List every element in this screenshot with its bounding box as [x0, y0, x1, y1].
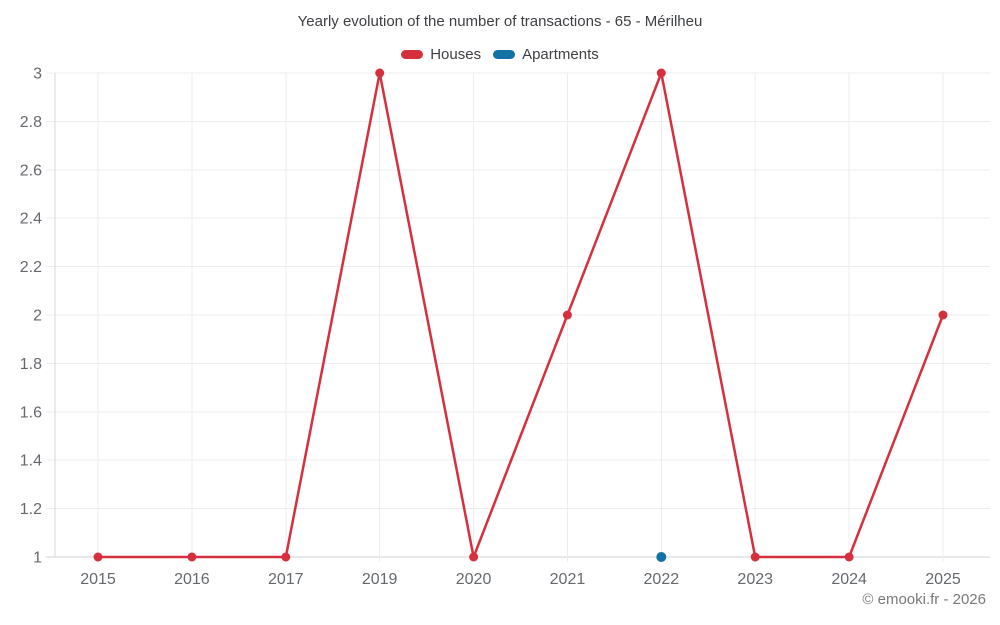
data-point-houses-2022[interactable]	[656, 68, 666, 78]
y-tick-label-3: 3	[33, 66, 42, 83]
data-point-houses-2024[interactable]	[844, 552, 854, 562]
y-tick-label-2: 2	[33, 308, 42, 325]
y-tick-label-1: 1	[33, 550, 42, 567]
x-tick-label-2023: 2023	[737, 571, 773, 588]
y-tick-label-1.6: 1.6	[20, 404, 42, 421]
x-tick-label-2020: 2020	[456, 571, 492, 588]
apartments-swatch-icon	[493, 50, 516, 59]
y-tick-label-2.2: 2.2	[20, 259, 42, 276]
x-tick-label-2015: 2015	[80, 571, 116, 588]
houses-swatch-icon	[401, 50, 424, 59]
data-point-houses-2025[interactable]	[938, 310, 948, 320]
series-line-houses	[96, 71, 945, 559]
legend-label-apartments: Apartments	[522, 46, 599, 63]
x-tick-label-2021: 2021	[550, 571, 586, 588]
data-point-houses-2020[interactable]	[469, 552, 479, 562]
x-tick-label-2022: 2022	[644, 571, 680, 588]
x-tick-label-2016: 2016	[174, 571, 210, 588]
data-point-houses-2016[interactable]	[187, 552, 197, 562]
y-tick-label-2.4: 2.4	[20, 211, 42, 228]
legend-item-apartments[interactable]: Apartments	[493, 46, 599, 63]
y-tick-label-1.8: 1.8	[20, 356, 42, 373]
data-point-houses-2017[interactable]	[281, 552, 291, 562]
x-tick-label-2025: 2025	[925, 571, 961, 588]
y-tick-label-1.2: 1.2	[20, 501, 42, 518]
x-tick-label-2019: 2019	[362, 571, 398, 588]
legend-label-houses: Houses	[430, 46, 482, 63]
data-point-houses-2019[interactable]	[375, 68, 385, 78]
y-tick-label-2.8: 2.8	[20, 114, 42, 131]
legend-item-houses[interactable]: Houses	[401, 46, 481, 63]
x-tick-label-2024: 2024	[831, 571, 867, 588]
y-tick-label-2.6: 2.6	[20, 162, 42, 179]
data-point-apartments-2022[interactable]	[656, 552, 667, 562]
x-tick-label-2017: 2017	[268, 571, 304, 588]
chart-title: Yearly evolution of the number of transa…	[297, 13, 703, 30]
copyright: © emooki.fr - 2026	[862, 591, 986, 608]
data-point-houses-2023[interactable]	[750, 552, 760, 562]
data-point-houses-2021[interactable]	[562, 310, 572, 320]
y-tick-label-1.4: 1.4	[20, 453, 42, 470]
data-point-houses-2015[interactable]	[93, 552, 103, 562]
legend: Houses Apartments	[0, 46, 1000, 63]
